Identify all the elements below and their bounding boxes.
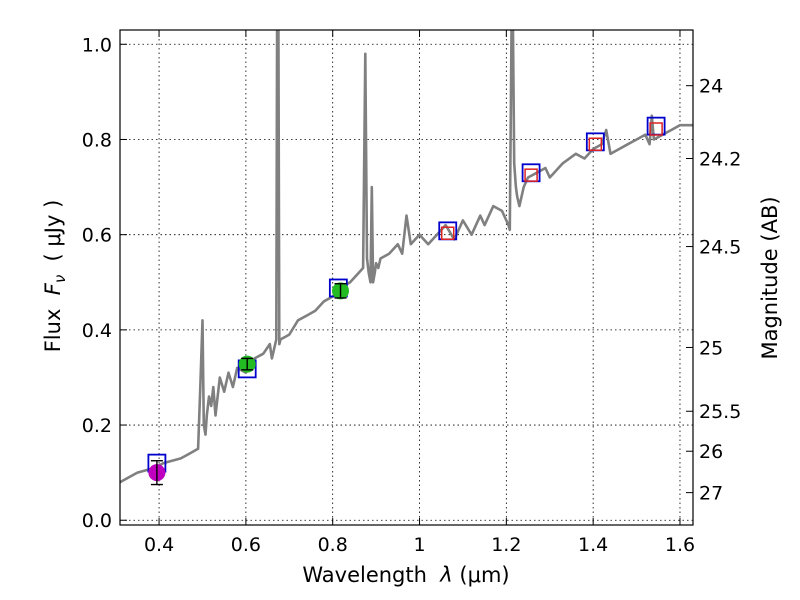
observed-square-marker — [440, 226, 455, 240]
grid-lines — [120, 30, 693, 525]
observed-square-marker — [588, 137, 603, 151]
x-tick-label: 0.6 — [231, 534, 261, 556]
y2-axis-label: Magnitude (AB) — [758, 196, 782, 359]
magnitude-axis-ticks: 24 24.2 24.5 25 25.5 26 27 — [686, 76, 741, 505]
magnitude-tick-label: 27 — [699, 483, 723, 505]
y-tick-label: 0.6 — [82, 225, 112, 247]
magnitude-tick-label: 24 — [699, 76, 723, 98]
magnitude-tick-label: 25 — [699, 337, 723, 359]
magnitude-tick-label: 26 — [699, 441, 723, 463]
magnitude-tick-label: 25.5 — [699, 401, 741, 423]
spectrum-layer — [120, 30, 693, 484]
y-tick-label: 0.0 — [82, 510, 112, 532]
x-tick-label: 1 — [413, 534, 425, 556]
plot-frame — [119, 29, 694, 526]
y-tick-label: 0.8 — [82, 129, 112, 151]
observed-square-marker — [649, 122, 663, 136]
observed-square-marker — [524, 168, 538, 182]
y-tick-label: 0.4 — [82, 320, 112, 342]
y-tick-label: 1.0 — [82, 34, 112, 56]
y-axis-label: Flux Fν ( μJy ) — [41, 200, 69, 353]
magnitude-tick-label: 24.5 — [699, 237, 741, 259]
plot-background — [120, 30, 693, 525]
magnitude-tick-label: 24.2 — [699, 149, 741, 171]
x-tick-label: 0.8 — [318, 534, 348, 556]
points-layer — [147, 116, 666, 486]
x-tick-label: 1.4 — [578, 534, 608, 556]
y-tick-label: 0.2 — [82, 415, 112, 437]
y-axis-ticks: 0.0 0.2 0.4 0.6 0.8 1.0 — [82, 34, 127, 532]
x-tick-label: 1.6 — [665, 534, 695, 556]
x-axis-label: Wavelength λ (μm) — [302, 563, 509, 587]
x-axis-ticks: 0.4 0.6 0.8 1 1.2 1.4 1.6 — [144, 30, 695, 556]
x-tick-label: 0.4 — [144, 534, 174, 556]
x-tick-label: 1.2 — [491, 534, 521, 556]
spectrum-line — [120, 30, 693, 484]
